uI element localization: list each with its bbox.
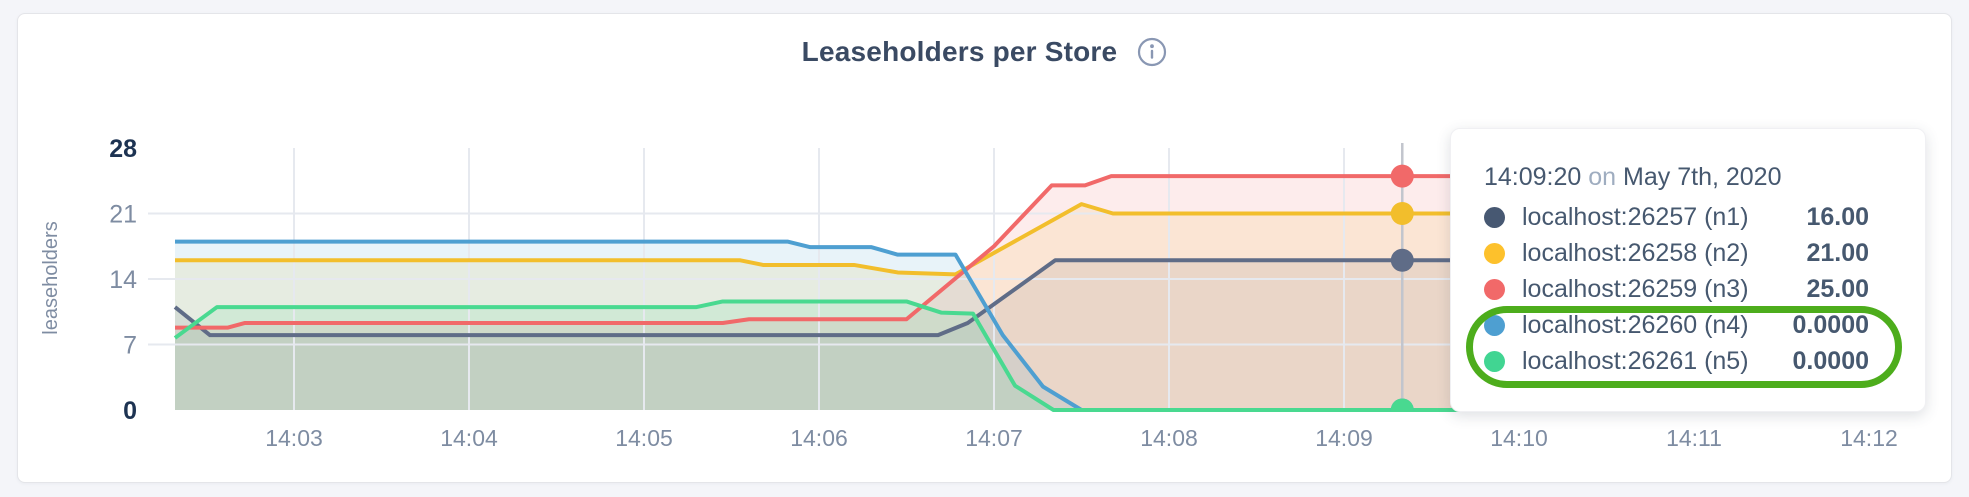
- hover-dot-localhost:26257 (n1): [1390, 248, 1414, 272]
- series-lines: [173, 174, 1470, 412]
- area-localhost:26258 (n2): [175, 204, 1470, 410]
- x-tick-label: 14:05: [615, 425, 673, 451]
- series-value: 16.00: [1806, 202, 1869, 231]
- hover-dot-localhost:26258 (n2): [1390, 202, 1414, 225]
- x-tick-label: 14:11: [1666, 425, 1722, 451]
- series-label: localhost:26257 (n1): [1522, 202, 1749, 231]
- chart-title: Leaseholders per Store: [801, 36, 1118, 67]
- hover-dot-localhost:26261 (n5): [1390, 398, 1414, 411]
- y-tick-label: 28: [109, 135, 137, 163]
- series-color-dot: [1484, 350, 1505, 372]
- series-color-dot: [1484, 314, 1505, 336]
- series-value: 0.0000: [1792, 310, 1869, 339]
- axes: 0 7 14 21 28 14:03 14:04 14:05 14:06 14:07 14:08 14…: [40, 135, 1898, 451]
- tooltip-date: May 7th, 2020: [1623, 163, 1782, 191]
- area-localhost:26260 (n4): [175, 241, 1470, 410]
- chart-header: Leaseholders per Store: [0, 36, 1969, 68]
- series-label: localhost:26260 (n4): [1522, 310, 1749, 339]
- x-tick-label: 14:10: [1490, 425, 1548, 451]
- line-localhost:26260 (n4): [175, 239, 1470, 412]
- tooltip-row: localhost:26260 (n4) 0.0000: [1484, 307, 1869, 343]
- y-tick-label: 14: [109, 266, 137, 294]
- series-color-dot: [1484, 206, 1505, 228]
- series-label: localhost:26261 (n5): [1522, 346, 1749, 375]
- x-tick-label: 14:12: [1840, 425, 1898, 451]
- series-areas: [175, 176, 1470, 410]
- hover-dot-localhost:26259 (n3): [1390, 164, 1414, 188]
- x-tick-label: 14:08: [1140, 425, 1198, 451]
- series-label: localhost:26258 (n2): [1522, 238, 1749, 267]
- line-localhost:26261 (n5): [173, 299, 1470, 412]
- tooltip-row: localhost:26258 (n2) 21.00: [1484, 235, 1869, 271]
- series-value: 25.00: [1806, 274, 1869, 303]
- series-color-dot: [1484, 242, 1505, 264]
- x-tick-label: 14:03: [265, 425, 323, 451]
- chart-tooltip: 14:09:20 on May 7th, 2020 localhost:2625…: [1450, 128, 1926, 412]
- tooltip-conjunction: on: [1588, 163, 1617, 191]
- tooltip-time: 14:09:20: [1484, 163, 1582, 191]
- x-tick-label: 14:04: [440, 425, 498, 451]
- line-localhost:26259 (n3): [175, 174, 1470, 330]
- series-color-dot: [1484, 278, 1505, 300]
- area-localhost:26261 (n5): [175, 301, 1470, 410]
- line-localhost:26257 (n1): [173, 258, 1470, 338]
- info-circle-icon[interactable]: [1137, 37, 1167, 67]
- hover-marker: [1390, 143, 1414, 411]
- tooltip-row: localhost:26261 (n5) 0.0000: [1484, 343, 1869, 379]
- y-axis-label: leaseholders: [40, 221, 62, 334]
- x-tick-label: 14:06: [790, 425, 848, 451]
- tooltip-timestamp: 14:09:20 on May 7th, 2020: [1484, 163, 1869, 192]
- y-tick-label: 7: [123, 332, 137, 360]
- tooltip-row: localhost:26259 (n3) 25.00: [1484, 271, 1869, 307]
- series-label: localhost:26259 (n3): [1522, 274, 1749, 303]
- x-tick-label: 14:07: [965, 425, 1023, 451]
- tooltip-rows: localhost:26257 (n1) 16.00 localhost:26258…: [1484, 199, 1869, 379]
- y-tick-label: 21: [109, 201, 137, 229]
- series-value: 0.0000: [1792, 346, 1869, 375]
- series-value: 21.00: [1806, 238, 1869, 267]
- tooltip-row: localhost:26257 (n1) 16.00: [1484, 199, 1869, 235]
- y-tick-label: 0: [123, 397, 137, 425]
- line-localhost:26258 (n2): [175, 202, 1470, 277]
- area-localhost:26259 (n3): [175, 176, 1470, 410]
- x-tick-label: 14:09: [1315, 425, 1373, 451]
